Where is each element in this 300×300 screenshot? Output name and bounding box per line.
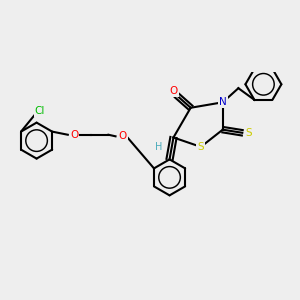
Text: O: O (118, 131, 127, 141)
Text: O: O (70, 130, 78, 140)
Text: H: H (155, 142, 162, 152)
Text: N: N (219, 97, 226, 107)
Text: O: O (169, 85, 178, 96)
Text: Cl: Cl (34, 106, 45, 116)
Text: S: S (197, 142, 204, 152)
Text: S: S (245, 128, 252, 138)
